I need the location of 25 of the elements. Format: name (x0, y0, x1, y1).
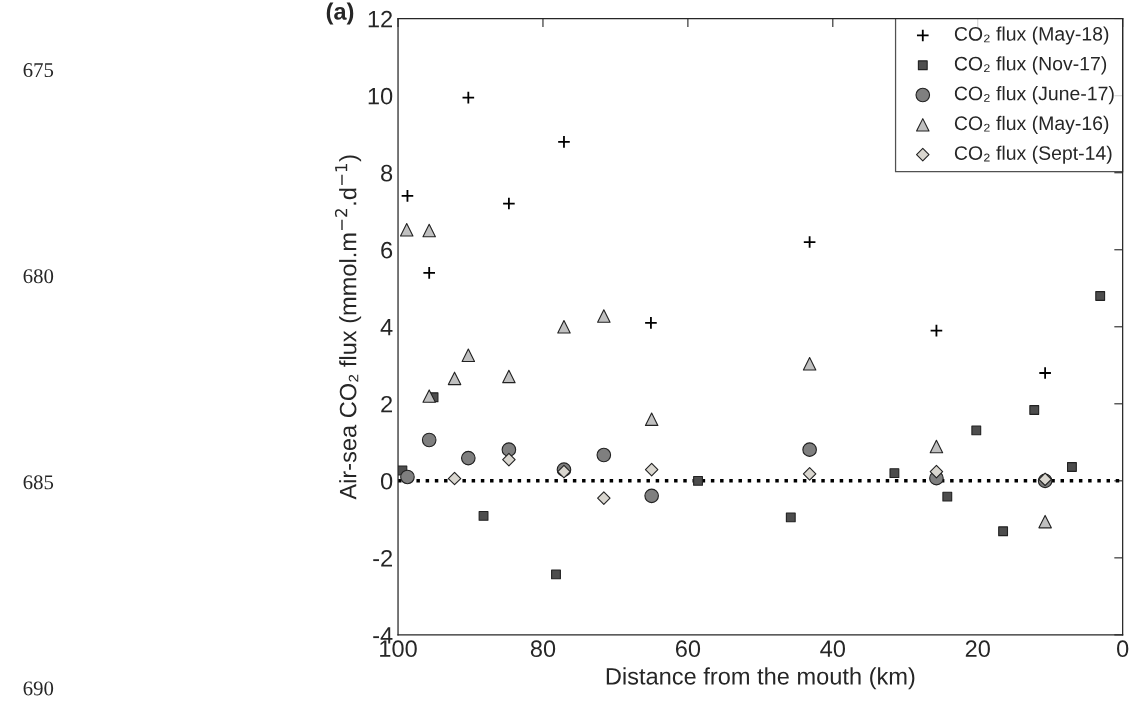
text: 690 (23, 681, 54, 696)
y-tick-label: 12 (368, 10, 392, 28)
x-tick-label: 20 (965, 640, 990, 658)
legend-label: CO₂ flux (May-16) (954, 115, 1109, 134)
x-tick-label: 60 (675, 640, 701, 658)
y-tick-label: 6 (381, 241, 393, 259)
y-tick-label: 0 (380, 472, 393, 490)
y-tick-label: -2 (373, 549, 392, 567)
legend-label: CO₂ flux (Sept-14) (954, 145, 1112, 164)
y-tick-label: 2 (381, 395, 392, 413)
legend-label: CO₂ flux (Nov-17) (954, 56, 1107, 75)
y-tick-label: 4 (380, 319, 393, 336)
x-tick-label: 0 (1117, 640, 1129, 658)
text: 675 (23, 63, 54, 78)
text: 680 (23, 269, 54, 284)
chart-title: (a) (326, 2, 354, 25)
legend-label: CO₂ flux (June-17) (954, 86, 1114, 105)
text: 685 (23, 475, 54, 490)
y-tick-label: 8 (381, 164, 393, 182)
y-axis-title: Air-sea CO₂ flux (mmol.m$^{−2}$.d$^{−1}$) (334, 155, 362, 500)
x-tick-label: 40 (820, 640, 846, 658)
x-tick-label: 80 (530, 640, 556, 658)
legend-label: CO₂ flux (May-18) (954, 26, 1109, 45)
x-axis-title: Distance from the mouth (km) (606, 667, 915, 690)
y-tick-label: 10 (368, 87, 393, 105)
